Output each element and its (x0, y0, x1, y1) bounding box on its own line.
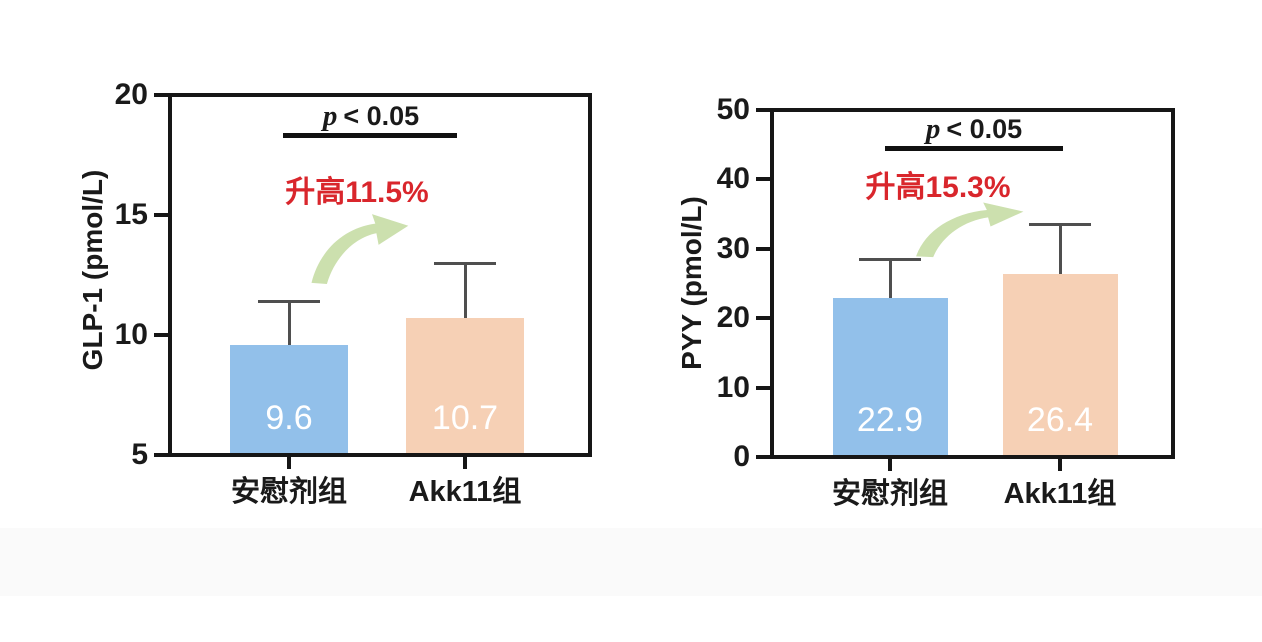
bar-Akk11组 (1002, 273, 1118, 457)
pyy-plot-frame (770, 108, 1175, 459)
p-value-text: < 0.05 (946, 114, 1023, 144)
y-axis-tick (154, 453, 170, 457)
glp1-x-label-placebo: 安慰剂组 (230, 476, 348, 508)
y-tick-label: 50 (716, 93, 750, 126)
y-tick-label: 20 (114, 78, 148, 111)
bar-Akk11组 (406, 318, 524, 455)
x-axis-tick (463, 457, 467, 469)
error-bar-cap (1029, 223, 1091, 226)
glp1-significance-line (283, 133, 457, 138)
x-axis-tick (1058, 459, 1062, 471)
pyy-x-label-placebo: 安慰剂组 (831, 478, 949, 510)
y-axis-tick (154, 213, 170, 217)
y-tick-label: 5 (131, 438, 148, 471)
bar-value-label: 9.6 (265, 399, 313, 437)
y-axis-tick (756, 108, 772, 112)
error-bar-cap (258, 299, 320, 303)
bar-安慰剂组 (230, 344, 348, 455)
p-symbol: p (322, 100, 338, 132)
y-axis-tick (756, 455, 772, 459)
pyy-increase-annotation: 升高15.3% (865, 171, 1011, 204)
pyy-x-label-akk11: Akk11组 (1003, 478, 1117, 510)
x-axis-tick (888, 459, 892, 471)
error-bar-stem (1058, 224, 1062, 274)
increase-arrow-icon (916, 202, 1024, 258)
y-tick-label: 15 (114, 198, 148, 231)
p-symbol: p (925, 113, 941, 145)
bar-value-label: 22.9 (856, 401, 924, 439)
pyy-y-axis-title: PYY (pmol/L) (676, 196, 707, 370)
p-value-text: < 0.05 (343, 101, 420, 131)
x-axis-tick (287, 457, 291, 469)
error-bar-stem (888, 259, 892, 299)
y-tick-label: 10 (716, 370, 750, 404)
pyy-significance-label: p < 0.05 (926, 115, 1022, 144)
y-tick-label: 10 (114, 318, 148, 351)
y-axis-tick (154, 93, 170, 97)
y-axis-tick (756, 385, 772, 390)
increase-arrow-icon (311, 214, 409, 284)
error-bar-stem (463, 263, 467, 319)
bar-value-label: 26.4 (1026, 401, 1094, 439)
glp1-significance-label: p < 0.05 (323, 102, 419, 131)
y-axis-tick (154, 333, 170, 337)
error-bar-cap (434, 261, 496, 265)
y-tick-label: 0 (733, 440, 750, 473)
glp1-increase-annotation: 升高11.5% (285, 176, 429, 209)
y-axis-tick (756, 246, 772, 251)
glp1-x-label-akk11: Akk11组 (408, 476, 522, 508)
bar-安慰剂组 (832, 298, 948, 457)
error-bar-stem (287, 301, 291, 345)
y-axis-tick (756, 316, 772, 321)
pyy-significance-line (885, 146, 1063, 151)
glp1-plot-frame (168, 93, 592, 457)
bar-value-label: 10.7 (431, 399, 499, 437)
background-band (0, 528, 1262, 596)
y-tick-label: 40 (716, 162, 750, 196)
y-tick-label: 30 (716, 231, 750, 265)
error-bar-cap (859, 258, 921, 262)
y-tick-label: 20 (716, 301, 750, 335)
y-axis-tick (756, 177, 772, 182)
